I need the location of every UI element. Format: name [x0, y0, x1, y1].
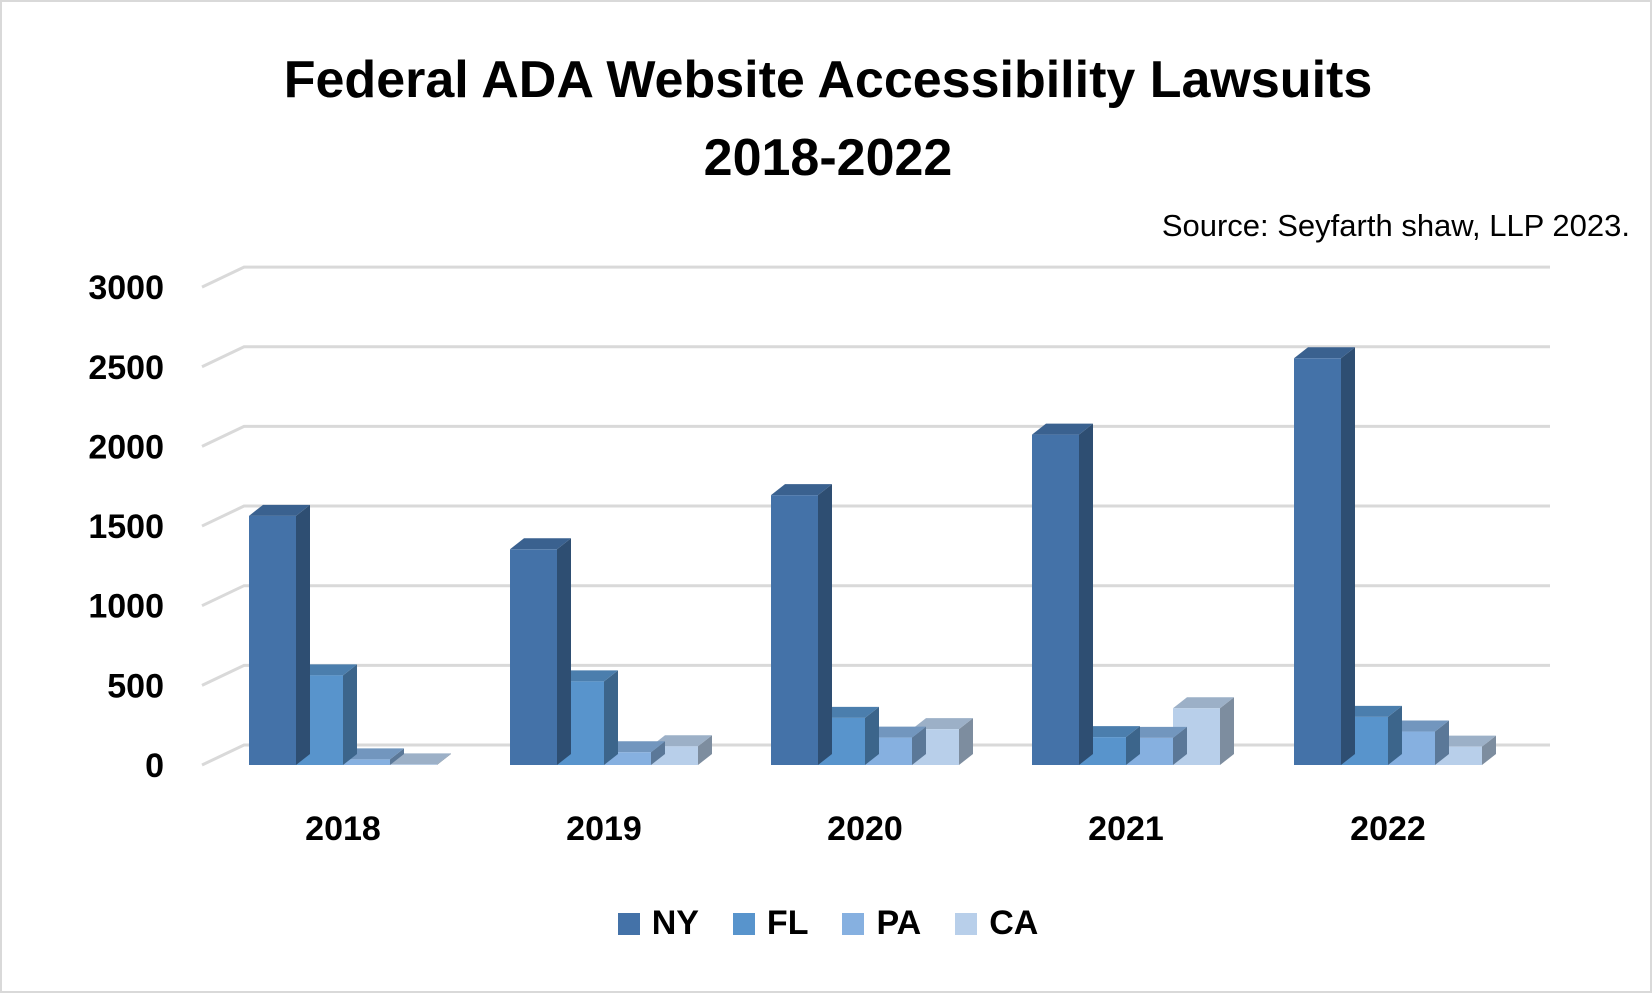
- legend-item-ny: NY: [617, 904, 699, 943]
- bar-top-fl-2022: [1341, 705, 1402, 717]
- legend-swatch: [732, 912, 755, 935]
- x-tick-label: 2020: [827, 810, 903, 848]
- bar-top-fl-2021: [1079, 726, 1140, 738]
- legend-swatch: [842, 912, 865, 935]
- x-tick-label: 2022: [1350, 810, 1426, 848]
- bar-pa-2018: [343, 759, 390, 765]
- legend: NY FL PA CA: [2, 904, 1652, 943]
- legend-item-fl: FL: [732, 904, 809, 943]
- chart-title: Federal ADA Website Accessibility Lawsui…: [283, 51, 1373, 109]
- bar-ny-2020: [771, 495, 818, 765]
- bar-side-ca-2022: [1482, 735, 1496, 765]
- bar-side-ca-2021: [1220, 697, 1234, 765]
- legend-item-pa: PA: [842, 904, 921, 943]
- bar-top-ny-2020: [771, 484, 832, 496]
- source-note: Source: Seyfarth shaw, LLP 2023.: [1161, 208, 1630, 243]
- bar-side-fl-2019: [604, 670, 618, 765]
- bar-ca-2018: [390, 764, 437, 765]
- gridline: [201, 265, 1550, 289]
- bar-top-pa-2022: [1388, 720, 1449, 732]
- y-tick-label: 1500: [88, 508, 164, 546]
- bar-top-fl-2018: [296, 664, 357, 676]
- bar-side-pa-2021: [1173, 726, 1187, 765]
- bar-side-fl-2022: [1388, 705, 1402, 765]
- bar-top-ny-2021: [1032, 423, 1093, 435]
- bar-top-pa-2021: [1126, 726, 1187, 738]
- bar-side-ca-2020: [959, 718, 973, 765]
- bar-top-ny-2018: [249, 504, 310, 516]
- legend-label: CA: [989, 904, 1039, 942]
- bar-side-pa-2020: [912, 726, 926, 765]
- legend-item-ca: CA: [955, 904, 1038, 943]
- bar-side-pa-2018: [390, 748, 404, 765]
- bar-side-fl-2020: [865, 706, 879, 765]
- bar-top-ca-2021: [1173, 697, 1234, 709]
- bar-top-ca-2019: [651, 735, 712, 747]
- legend-label: NY: [651, 904, 699, 942]
- gridline: [201, 663, 1550, 687]
- bar-top-pa-2020: [865, 726, 926, 738]
- bar-top-ny-2019: [510, 538, 571, 550]
- y-tick-label: 1000: [88, 588, 164, 626]
- gridline: [201, 504, 1550, 528]
- bar-side-ny-2021: [1079, 423, 1093, 765]
- bar-side-pa-2022: [1435, 720, 1449, 765]
- bar-side-fl-2018: [343, 664, 357, 765]
- y-tick-label: 2000: [88, 428, 164, 466]
- bar-side-pa-2019: [651, 741, 665, 765]
- legend-label: FL: [766, 904, 809, 942]
- bar-top-ca-2022: [1435, 735, 1496, 747]
- bar-top-fl-2020: [818, 706, 879, 718]
- bar-top-pa-2018: [343, 748, 404, 760]
- bar-side-ca-2019: [698, 735, 712, 765]
- y-tick-label: 500: [107, 667, 164, 705]
- gridline: [201, 584, 1550, 608]
- chart-title-years: 2018-2022: [703, 129, 953, 187]
- bar-side-ny-2019: [557, 538, 571, 765]
- y-tick-label: 3000: [88, 269, 164, 307]
- bar-side-ny-2020: [818, 484, 832, 765]
- gridline: [201, 424, 1550, 448]
- y-tick-label: 2500: [88, 349, 164, 387]
- bar-top-ca-2020: [912, 718, 973, 730]
- bar-top-ny-2022: [1294, 347, 1355, 359]
- bar-side-ny-2018: [296, 504, 310, 765]
- y-tick-label: 0: [145, 747, 164, 785]
- x-tick-label: 2021: [1088, 810, 1164, 848]
- bar-ny-2018: [249, 515, 296, 765]
- bar-top-ca-2018: [390, 753, 451, 765]
- bar-top-fl-2019: [557, 670, 618, 682]
- legend-swatch: [955, 912, 978, 935]
- bar-ny-2019: [510, 549, 557, 765]
- gridline: [201, 345, 1550, 369]
- bar-side-ca-2018: [437, 753, 451, 765]
- legend-label: PA: [876, 904, 922, 942]
- x-tick-label: 2019: [566, 810, 642, 848]
- x-tick-label: 2018: [305, 810, 381, 848]
- bar-top-pa-2019: [604, 741, 665, 753]
- bar-ny-2021: [1032, 434, 1079, 765]
- bar-side-fl-2021: [1126, 726, 1140, 765]
- bar-ny-2022: [1294, 358, 1341, 765]
- bar-side-ny-2022: [1341, 347, 1355, 765]
- legend-swatch: [617, 912, 640, 935]
